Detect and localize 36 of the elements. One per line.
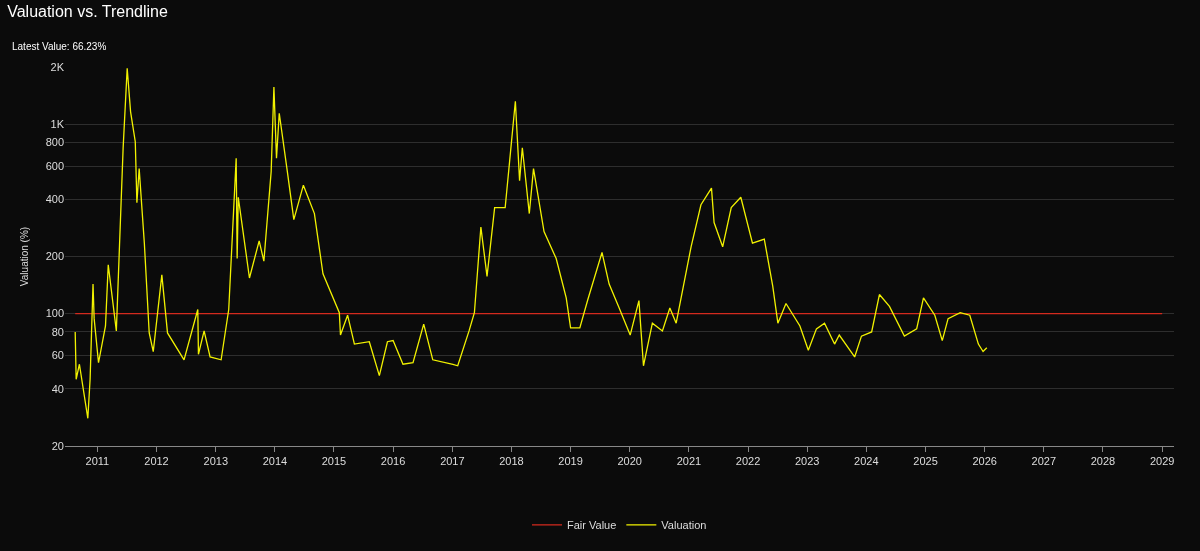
y-tick-label: 60 (51, 349, 64, 362)
line-series (74, 67, 988, 419)
x-tick-label: 2019 (558, 455, 583, 468)
legend-label: Valuation (661, 519, 707, 532)
y-tick-label: 600 (45, 159, 64, 172)
x-tick-label: 2021 (676, 455, 702, 468)
x-tick-label: 2017 (440, 455, 465, 468)
x-tick-label: 2020 (617, 455, 642, 468)
x-tick-label: 2026 (972, 455, 997, 468)
y-tick-label: 1K (50, 117, 65, 130)
y-tick-label: 20 (51, 439, 64, 452)
x-tick-label: 2015 (321, 455, 347, 468)
x-tick-label: 2027 (1031, 455, 1057, 468)
y-axis-title: Valuation (%) (18, 226, 30, 287)
y-tick-label: 200 (45, 250, 64, 263)
legend-label: Fair Value (567, 519, 617, 532)
x-tick-label: 2025 (913, 455, 938, 468)
x-tick-label: 2018 (499, 455, 524, 468)
x-tick-label: 2023 (794, 455, 820, 468)
x-tick-label: 2014 (262, 455, 288, 468)
x-tick-label: 2029 (1149, 455, 1175, 468)
chart-title: Valuation vs. Trendline (7, 2, 168, 20)
y-tick-label: 100 (45, 307, 64, 320)
x-tick-label: 2013 (203, 455, 229, 468)
x-tick-label: 2016 (380, 455, 406, 468)
chart-subtitle: Latest Value: 66.23% (12, 41, 107, 52)
y-tick-label: 800 (45, 136, 64, 149)
x-tick-label: 2022 (735, 455, 761, 468)
y-tick-label: 80 (51, 325, 64, 338)
x-tick-label: 2028 (1090, 455, 1116, 468)
x-tick-label: 2012 (144, 455, 169, 468)
x-tick-label: 2024 (854, 455, 879, 468)
y-tick-label: 400 (45, 193, 64, 206)
y-tick-label: 40 (51, 382, 64, 395)
x-tick-label: 2011 (85, 455, 110, 468)
y-tick-label: 2K (50, 60, 65, 73)
